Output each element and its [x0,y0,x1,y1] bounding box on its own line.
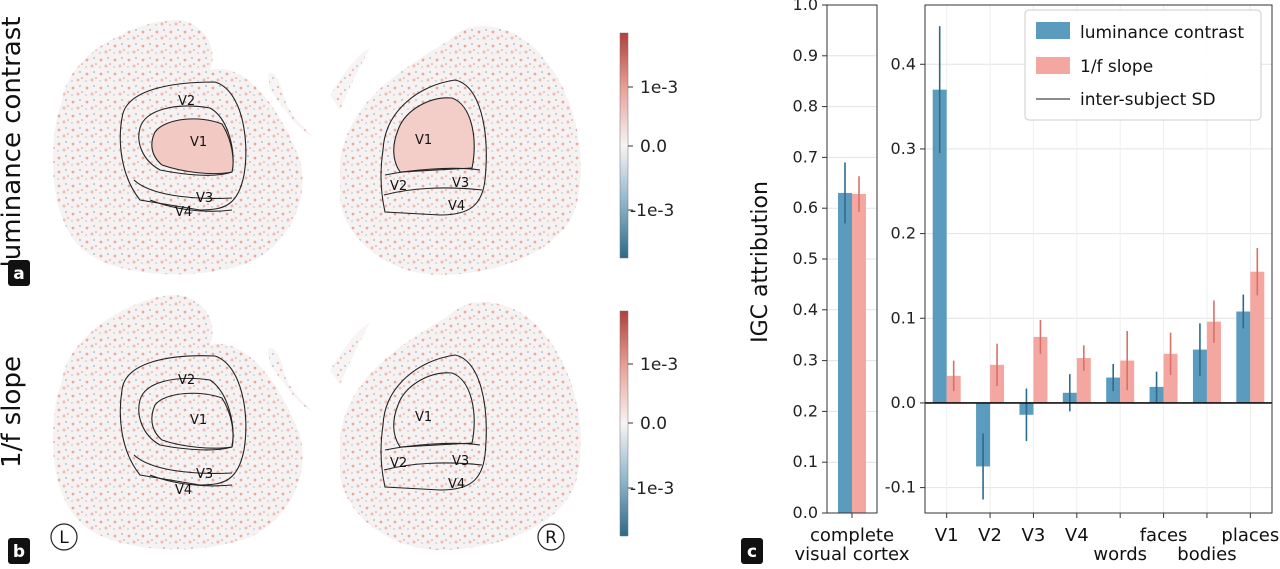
y-tick-label: 0.6 [793,198,818,217]
y-tick-label: 0.3 [891,139,916,158]
hemisphere-left-text: L [59,528,69,548]
area-label-v1-b: V1 [190,413,207,428]
area-label-v1-right-b: V1 [415,410,432,425]
colorbar-a: 1e-3 0.0 -1e-3 [619,32,678,259]
area-label-v4-right: V4 [448,199,465,214]
y-tick-label: 0.8 [793,97,818,116]
y-tick-label: 0.4 [793,300,818,319]
area-label-v3-right-b: V3 [452,454,469,469]
bar-slope-bodies [1206,321,1221,403]
hemisphere-right-text: R [545,528,557,548]
y-tick-label: -0.1 [885,478,916,497]
colorbar-a-tick-neg: -1e-3 [630,201,674,221]
colorbar-b-tick-zero: 0.0 [640,414,667,434]
y-tick-label: 0.0 [793,503,818,522]
hemisphere-marker-left: L [50,523,78,551]
chart-regions: -0.1 0.0 0.1 0.2 0.3 0.4 V1 V2 V3 V4wordsfacesbod… [885,4,1279,565]
left-hemisphere-map: V1 V2 V3 V4 [52,20,312,275]
y-tick-label: 0.7 [793,147,818,166]
bar-slope-V3 [1033,336,1048,403]
area-label-v2: V2 [178,94,195,109]
bar-slope-V4 [1076,358,1091,403]
area-label-v2-right: V2 [390,179,407,194]
colorbar-b: 1e-3 0.0 -1e-3 [619,310,678,537]
right-hemisphere-map: V1 V2 V3 V4 [330,26,581,275]
legend-swatch-slope [1036,57,1070,74]
bar-luminance-bodies [1192,349,1207,403]
area-label-v2-right-b: V2 [390,456,407,471]
hemisphere-marker-right: R [537,523,565,551]
y-tick-label: 0.5 [793,249,818,268]
bar-slope-places [1250,271,1265,403]
y-tick-label: 0.9 [793,46,818,65]
x-tick-label-V2: V2 [978,525,1002,546]
legend-swatch-luminance [1036,22,1070,39]
bar-luminance-V1 [932,89,947,403]
colorbar-a-tick-pos: 1e-3 [640,78,678,98]
y-tick-label: 0.3 [793,351,818,370]
row-label-luminance: luminance contrast [0,17,27,268]
axes-frame [924,4,1273,514]
area-label-v3: V3 [196,191,213,206]
area-label-v4-right-b: V4 [448,477,465,492]
legend-label-sd: inter-subject SD [1080,90,1216,110]
chart-complete-visual-cortex: 0.0 0.1 0.2 0.3 0.4 0.5 0.6 0.7 0.8 0.9 1.0 complet… [793,0,910,565]
chart-legend: luminance contrast 1/f slope inter-subje… [1024,9,1262,121]
y-tick-label: 0.1 [793,452,818,471]
area-label-v4: V4 [175,205,192,220]
y-axis-label: IGC attribution [748,181,773,343]
x-tick-label-words: words [1093,544,1147,565]
area-label-v1-right: V1 [415,133,432,148]
panel-letter-a: a [8,260,30,286]
brain-map-row-slope: 1/f slope b V1 V2 V3 V4 V1 V2 [0,295,678,564]
panel-letter-a-text: a [13,264,24,284]
area-label-v1: V1 [190,135,207,150]
panel-letter-c: c [741,538,763,564]
y-tick-label: 1.0 [793,0,818,14]
y-tick-label: 0.2 [891,224,916,243]
x-tick-label-bodies: bodies [1177,544,1236,565]
bar-luminance-places [1236,311,1251,403]
brain-map-row-luminance: luminance contrast a V1 V2 V3 V4 [0,17,678,286]
area-label-v4-b: V4 [175,483,192,498]
area-label-v3-right: V3 [452,176,469,191]
legend-label-luminance: luminance contrast [1080,23,1244,43]
legend-label-slope: 1/f slope [1080,57,1153,77]
x-tick-label: visual cortex [795,544,910,565]
bar-slope-faces [1163,353,1178,403]
left-hemisphere-map-b: V1 V2 V3 V4 [52,295,312,550]
row-label-slope: 1/f slope [0,356,27,468]
x-tick-label-places: places [1221,525,1279,546]
area-label-v2-b: V2 [178,373,195,388]
y-tick-label: 0.0 [891,393,916,412]
panel-letter-c-text: c [747,542,757,562]
colorbar-b-tick-pos: 1e-3 [640,355,678,375]
panel-letter-b-text: b [13,542,25,562]
y-tick-label: 0.2 [793,401,818,420]
colorbar-a-tick-zero: 0.0 [640,137,667,157]
x-tick-label: complete [810,525,894,546]
panel-letter-b: b [8,538,30,564]
y-tick-label: 0.1 [891,308,916,327]
x-tick-label-V3: V3 [1022,525,1046,546]
bar-luminance-complete [838,192,852,513]
y-tick-label: 0.4 [891,54,916,73]
x-tick-label-V1: V1 [935,525,959,546]
colorbar-b-tick-neg: -1e-3 [630,479,674,499]
x-tick-label-faces: faces [1140,525,1188,546]
area-label-v3-b: V3 [196,467,213,482]
right-hemisphere-map-b: V1 V2 V3 V4 [330,301,581,550]
bar-slope-complete [852,193,866,513]
x-tick-label-V4: V4 [1065,525,1089,546]
